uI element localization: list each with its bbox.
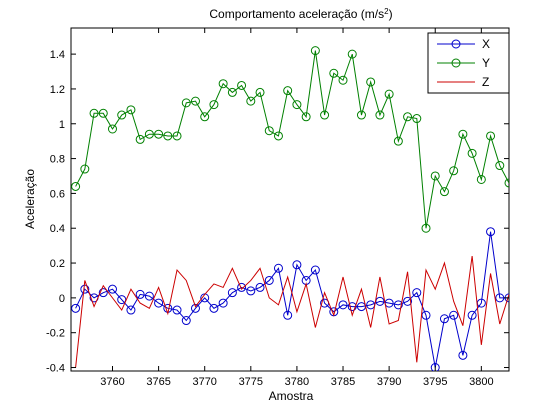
legend-label-z: Z xyxy=(482,75,489,89)
y-tick-label: 0.4 xyxy=(50,223,65,235)
x-tick-label: 3800 xyxy=(469,376,493,388)
y-tick-label: -0.2 xyxy=(46,328,65,340)
chart-title-suffix: ) xyxy=(389,7,393,21)
y-tick-label: 0.8 xyxy=(50,154,65,166)
x-tick-label: 3760 xyxy=(100,376,124,388)
legend: XYZ xyxy=(428,33,509,93)
x-tick-label: 3785 xyxy=(331,376,355,388)
y-tick-label: 0.2 xyxy=(50,258,65,270)
chart-title-main: Comportamento aceleração (m/s xyxy=(209,7,384,21)
x-tick-label: 3775 xyxy=(239,376,263,388)
x-axis-label: Amostra xyxy=(269,389,314,402)
y-tick-label: 0 xyxy=(59,293,65,305)
y-tick-label: 1.4 xyxy=(50,49,65,61)
chart-title: Comportamento aceleração (m/s2) xyxy=(209,7,392,22)
x-tick-label: 3780 xyxy=(285,376,309,388)
legend-label-y: Y xyxy=(482,56,490,70)
y-axis-label: Aceleração xyxy=(23,169,37,229)
x-tick-label: 3795 xyxy=(423,376,447,388)
x-tick-label: 3790 xyxy=(377,376,401,388)
x-tick-label: 3770 xyxy=(192,376,216,388)
x-tick-label: 3765 xyxy=(146,376,170,388)
y-tick-label: 0.6 xyxy=(50,188,65,200)
y-tick-label: -0.4 xyxy=(46,363,65,375)
y-tick-label: 1 xyxy=(59,119,65,131)
legend-label-x: X xyxy=(482,37,490,51)
y-tick-label: 1.2 xyxy=(50,84,65,96)
